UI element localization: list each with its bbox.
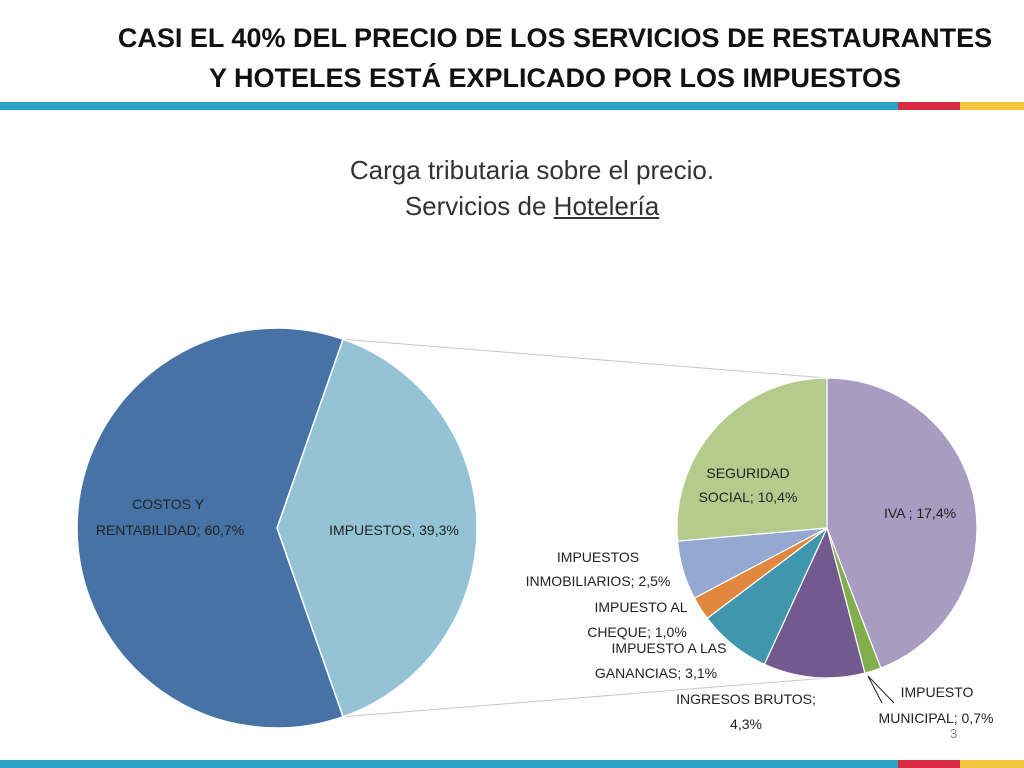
data-labels: COSTOS Y RENTABILIDAD; 60,7% IMPUESTOS, 39… — [96, 465, 994, 732]
main-pie — [76, 327, 478, 729]
stripe-yellow — [960, 102, 1024, 110]
tax-label-seguridad-social: SEGURIDAD SOCIAL; 10,4% — [699, 465, 798, 505]
tax-label-impuestos-inmobiliarios: IMPUESTOS INMOBILIARIOS; 2,5% — [526, 549, 671, 589]
slice-iva — [826, 377, 978, 669]
tax-breakdown-pie — [676, 377, 978, 679]
slide-title-line1: CASI EL 40% DEL PRECIO DE LOS SERVICIOS … — [117, 23, 993, 53]
tax-label-impuesto-al-cheque: IMPUESTO AL CHEQUE; 1,0% — [587, 599, 688, 640]
stripe-bottom-yellow — [960, 760, 1024, 768]
stripe-bottom-red — [898, 760, 960, 768]
connector-lines — [342, 338, 828, 718]
main-label-costos-y-rentabilidad: COSTOS Y RENTABILIDAD; 60,7% — [96, 496, 244, 538]
tax-label-iva: IVA ; 17,4% — [884, 505, 956, 521]
connector-line-top — [342, 338, 828, 379]
stripe-bottom-blue — [0, 760, 898, 768]
slide-title: CASI EL 40% DEL PRECIO DE LOS SERVICIOS … — [60, 18, 1024, 98]
chart-title: Carga tributaria sobre el precio. Servic… — [232, 152, 832, 224]
main-label-impuestos: IMPUESTOS, 39,3% — [329, 522, 459, 538]
slide-title-line2: Y HOTELES ESTÁ EXPLICADO POR LOS IMPUEST… — [208, 63, 902, 93]
slice-ingresos-brutos — [763, 526, 866, 679]
chart-title-prefix: Servicios de — [404, 191, 554, 221]
stripe-blue — [0, 102, 898, 110]
slice-costos-y-rentabilidad — [76, 327, 344, 729]
page-number: 3 — [950, 726, 958, 741]
leader-line — [867, 675, 895, 704]
chart-title-line2: Servicios de Hotelería — [232, 188, 832, 224]
stripe-red — [898, 102, 960, 110]
tax-label-ingresos-brutos: INGRESOS BRUTOS; 4,3% — [676, 691, 816, 732]
connector-line-bottom — [342, 677, 828, 718]
tax-label-impuesto-a-las-ganancias: IMPUESTO A LAS GANANCIAS; 3,1% — [595, 640, 727, 681]
chart-title-underlined: Hotelería — [553, 191, 660, 221]
slice-seguridad-social — [676, 377, 828, 542]
tax-label-impuesto-municipal: IMPUESTO MUNICIPAL; 0,7% — [879, 684, 994, 726]
slice-impuestos — [276, 338, 478, 718]
chart-title-line1: Carga tributaria sobre el precio. — [349, 155, 715, 185]
